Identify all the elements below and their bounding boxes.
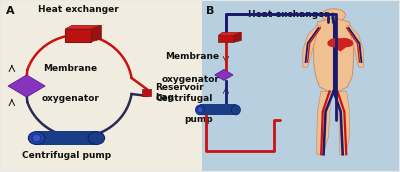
Ellipse shape bbox=[338, 38, 353, 47]
Polygon shape bbox=[317, 92, 331, 155]
Text: oxygenator: oxygenator bbox=[161, 75, 219, 84]
Bar bbox=[202, 1, 399, 171]
Text: Membrane: Membrane bbox=[165, 52, 219, 61]
Ellipse shape bbox=[28, 132, 45, 144]
Polygon shape bbox=[347, 25, 364, 67]
Ellipse shape bbox=[198, 107, 202, 113]
Text: Heat exchanger: Heat exchanger bbox=[38, 5, 119, 14]
Text: Reservoir
bag: Reservoir bag bbox=[155, 83, 204, 102]
Ellipse shape bbox=[88, 132, 104, 144]
Polygon shape bbox=[218, 32, 242, 35]
Text: oxygenator: oxygenator bbox=[42, 94, 99, 103]
Ellipse shape bbox=[322, 9, 346, 22]
Polygon shape bbox=[336, 92, 350, 155]
Polygon shape bbox=[66, 25, 101, 29]
Bar bbox=[1, 1, 202, 171]
Bar bbox=[66, 29, 91, 42]
Polygon shape bbox=[215, 69, 233, 80]
Text: B: B bbox=[206, 6, 214, 16]
Text: Centrifugal: Centrifugal bbox=[156, 94, 213, 103]
Ellipse shape bbox=[327, 38, 343, 47]
Ellipse shape bbox=[196, 105, 204, 115]
Text: Centrifugal pump: Centrifugal pump bbox=[22, 151, 111, 160]
Ellipse shape bbox=[32, 134, 41, 142]
Text: Heat exchanger: Heat exchanger bbox=[248, 10, 328, 19]
Polygon shape bbox=[314, 18, 354, 92]
Text: A: A bbox=[6, 6, 14, 16]
Bar bbox=[36, 131, 96, 145]
Polygon shape bbox=[303, 25, 321, 67]
Polygon shape bbox=[91, 25, 101, 42]
Bar bbox=[329, 18, 338, 24]
Bar bbox=[218, 35, 234, 42]
Ellipse shape bbox=[231, 105, 240, 115]
Bar bbox=[142, 89, 151, 96]
Polygon shape bbox=[234, 32, 242, 42]
Text: Membrane: Membrane bbox=[43, 64, 98, 73]
Text: pump: pump bbox=[184, 115, 213, 124]
Polygon shape bbox=[328, 43, 352, 52]
Bar bbox=[200, 104, 236, 115]
Polygon shape bbox=[8, 75, 45, 97]
